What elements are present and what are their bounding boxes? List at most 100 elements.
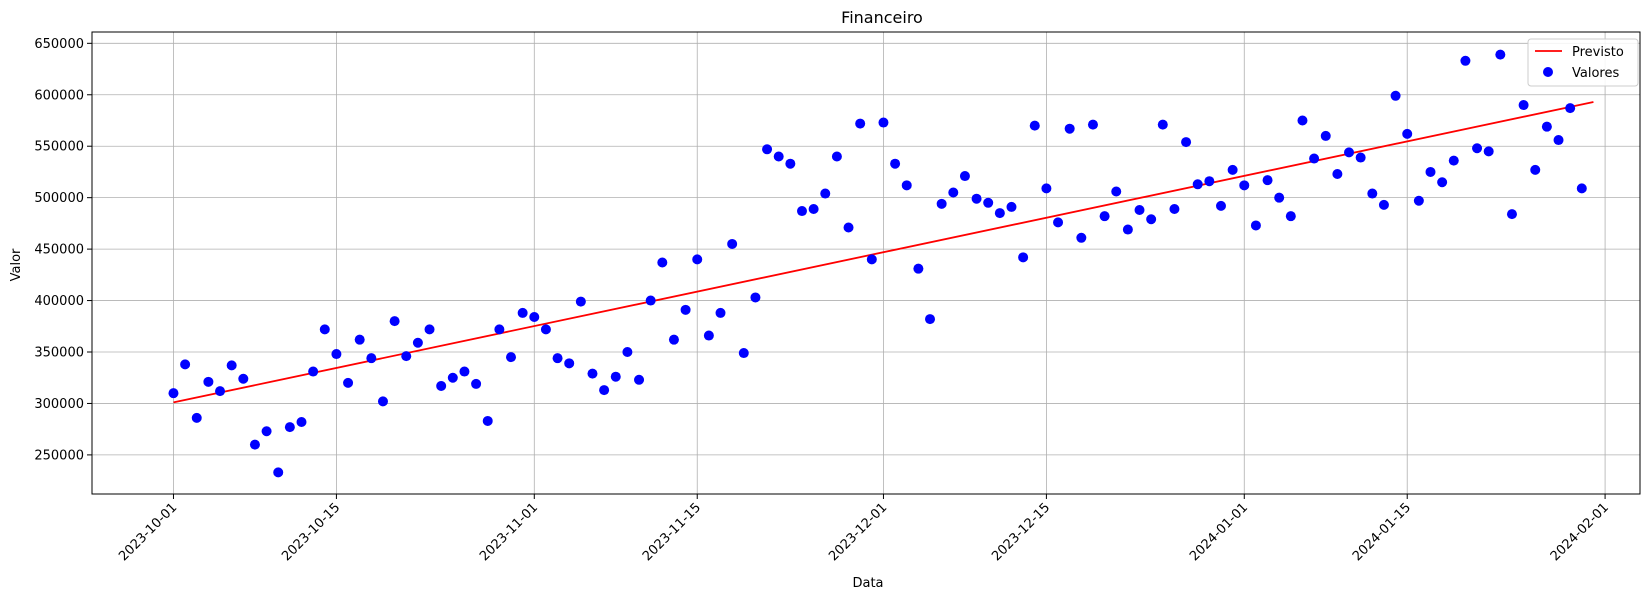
scatter-point [703,330,714,341]
forecast-line [173,101,1594,404]
scatter-point [936,198,947,209]
scatter-point [168,388,179,399]
scatter-point [203,376,214,387]
scatter-point [1332,168,1343,179]
scatter-point [459,366,470,377]
scatter-point [482,415,493,426]
scatter-point [1553,135,1564,146]
scatter-point [1530,164,1541,175]
scatter-point [785,158,796,169]
scatter-point [517,307,528,318]
scatter-point [1274,192,1285,203]
scatter-point [1576,183,1587,194]
scatter-point [366,353,377,364]
scatter-point [959,171,970,182]
scatter-point [1076,232,1087,243]
scatter-point [564,358,575,369]
scatter-point [1437,177,1448,188]
scatter-point [1297,115,1308,126]
scatter-point [389,316,400,327]
scatter-point [506,352,517,363]
scatter-point [1355,152,1366,163]
scatter-point [668,334,679,345]
scatter-point [750,292,761,303]
scatter-points-layer [168,49,1587,478]
scatter-point [1122,224,1133,235]
scatter-point [843,222,854,233]
scatter-point [1262,175,1273,186]
scatter-point [773,151,784,162]
scatter-point [1506,209,1517,220]
scatter-point [1053,217,1064,228]
y-axis-title: Valor [9,248,24,281]
scatter-point [622,347,633,358]
scatter-point [529,312,540,323]
scatter-point [575,296,586,307]
scatter-point [948,187,959,198]
scatter-point [447,372,458,383]
scatter-point [494,324,505,335]
scatter-point [1320,130,1331,141]
scatter-point [878,117,889,128]
scatter-point [1367,188,1378,199]
legend-label-valores: Valores [1572,66,1619,81]
scatter-point [587,368,598,379]
scatter-point [1460,55,1471,66]
grid [92,32,1640,494]
scatter-point [610,371,621,382]
scatter-point [901,180,912,191]
scatter-point [1472,143,1483,154]
y-tick-label: 600000 [34,88,84,103]
scatter-point [249,439,260,450]
scatter-point [296,416,307,427]
scatter-point [1413,195,1424,206]
scatter-point [377,396,388,407]
scatter-point [1518,100,1529,111]
scatter-point [191,412,202,423]
scatter-point [599,385,610,396]
scatter-point [634,374,645,385]
scatter-point [284,422,295,433]
scatter-point [308,366,319,377]
scatter-point [552,353,563,364]
scatter-point [820,188,831,199]
scatter-point [692,254,703,265]
y-axis: 250000 300000 350000 400000 450000 500000 5500… [34,37,92,463]
scatter-point [994,208,1005,219]
scatter-point [412,337,423,348]
scatter-point [971,193,982,204]
scatter-point [925,314,936,325]
scatter-point [1169,203,1180,214]
scatter-point [657,257,668,268]
legend: Previsto Valores [1527,38,1639,87]
scatter-point [1041,183,1052,194]
scatter-point [343,377,354,388]
scatter-point [1495,49,1506,60]
scatter-point [1309,153,1320,164]
y-tick-label: 550000 [34,140,84,155]
scatter-point [540,324,551,335]
scatter-point [645,295,656,306]
scatter-point [1006,201,1017,212]
y-tick-label: 400000 [34,294,84,309]
scatter-point [1390,90,1401,101]
scatter-point [1157,119,1168,130]
scatter-point [738,348,749,359]
scatter-point [1064,123,1075,134]
scatter-point [808,203,819,214]
scatter-point [680,304,691,315]
scatter-point [1192,179,1203,190]
y-tick-label: 500000 [34,191,84,206]
scatter-point [1227,164,1238,175]
scatter-point [215,386,226,397]
scatter-point [983,197,994,208]
scatter-point [1134,205,1145,216]
scatter-point [1215,200,1226,211]
scatter-point [762,144,773,155]
scatter-point [866,254,877,265]
scatter-point [890,158,901,169]
scatter-point [1285,211,1296,222]
